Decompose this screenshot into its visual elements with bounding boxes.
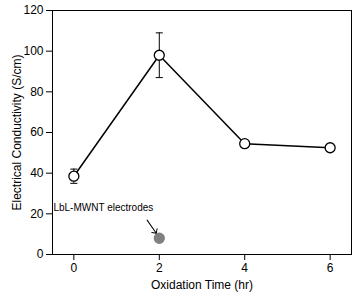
svg-text:Electrical Conductivity (S/cm): Electrical Conductivity (S/cm)	[10, 54, 24, 210]
svg-text:0: 0	[71, 261, 78, 275]
svg-text:6: 6	[327, 261, 334, 275]
svg-text:120: 120	[23, 3, 43, 17]
svg-text:20: 20	[30, 207, 44, 221]
svg-text:4: 4	[241, 261, 248, 275]
svg-text:0: 0	[37, 247, 44, 261]
svg-text:100: 100	[23, 44, 43, 58]
svg-text:60: 60	[30, 125, 44, 139]
svg-text:40: 40	[30, 166, 44, 180]
svg-text:2: 2	[156, 261, 163, 275]
svg-text:LbL-MWNT electrodes: LbL-MWNT electrodes	[53, 202, 153, 213]
svg-text:80: 80	[30, 85, 44, 99]
svg-text:Oxidation Time (hr): Oxidation Time (hr)	[151, 278, 253, 292]
